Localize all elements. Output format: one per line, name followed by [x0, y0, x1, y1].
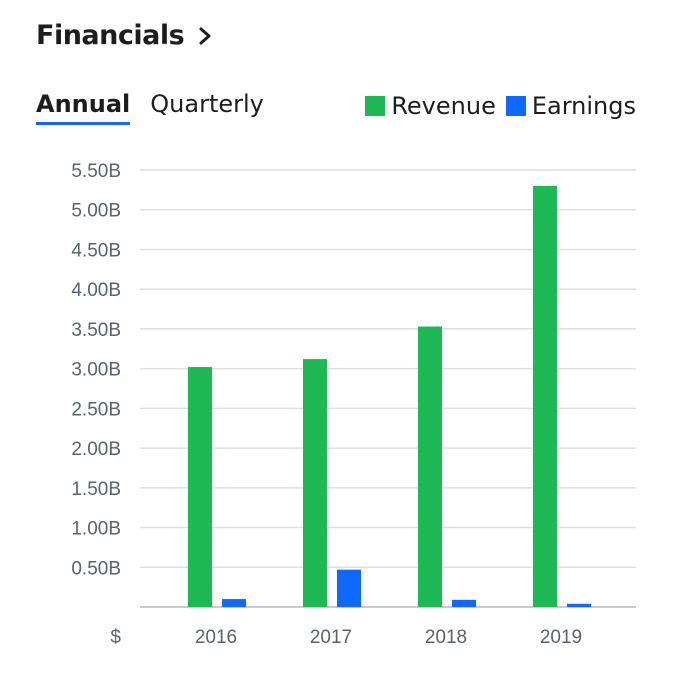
tab-quarterly[interactable]: Quarterly [150, 90, 264, 118]
tab-annual[interactable]: Annual [36, 90, 131, 125]
earnings-bar-2019 [567, 603, 591, 607]
y-tick-label: 5.50B [71, 161, 121, 182]
y-tick-label: 2.00B [71, 439, 121, 460]
y-tick-label: 3.00B [71, 360, 121, 381]
financials-header-link[interactable]: Financials [36, 20, 212, 51]
y-tick-label: 4.50B [71, 240, 121, 261]
x-tick-label: 2018 [425, 627, 467, 648]
earnings-bar-2016 [222, 599, 246, 607]
y-tick-label: 4.00B [71, 280, 121, 301]
chevron-right-icon [199, 27, 211, 44]
y-tick-label: 3.50B [71, 320, 121, 341]
revenue-bar-2017 [303, 359, 327, 607]
revenue-bar-2018 [418, 326, 442, 607]
earnings-bar-2018 [452, 599, 476, 607]
y-tick-label: 5.00B [71, 201, 121, 222]
y-tick-label: 2.50B [71, 399, 121, 420]
legend-item-earnings: Earnings [505, 92, 636, 120]
chart-legend: Revenue Earnings [355, 92, 636, 120]
x-tick-label: 2016 [195, 627, 237, 648]
y-tick-label: 1.00B [71, 519, 121, 540]
y-tick-label: 1.50B [71, 479, 121, 500]
x-tick-label: 2019 [540, 627, 582, 648]
legend-item-revenue: Revenue [365, 92, 496, 120]
legend-swatch-earnings [505, 96, 526, 116]
revenue-bar-2016 [188, 367, 212, 607]
legend-swatch-revenue [365, 96, 386, 116]
legend-label-revenue: Revenue [391, 92, 496, 120]
x-tick-label: 2017 [310, 627, 352, 648]
y-tick-label: 0.50B [71, 558, 121, 579]
page-title: Financials [36, 20, 185, 51]
legend-label-earnings: Earnings [531, 92, 636, 120]
revenue-bar-2019 [533, 185, 557, 607]
earnings-bar-2017 [337, 569, 361, 607]
y-unit-label: $ [110, 627, 121, 648]
period-tabs: Annual Quarterly [36, 90, 284, 125]
